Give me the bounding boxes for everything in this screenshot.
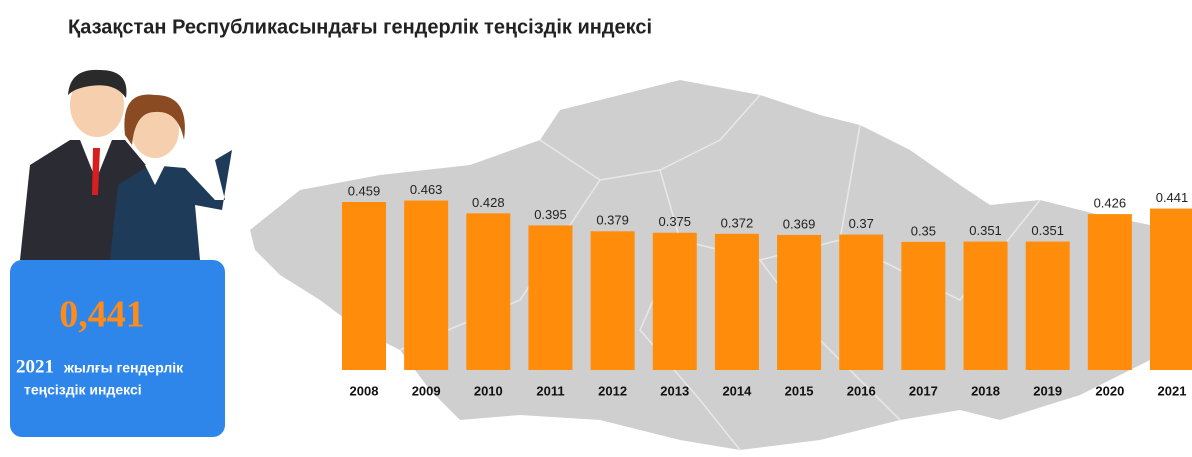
x-tick-label: 2020 — [1095, 383, 1124, 398]
callout-value: 0,441 — [59, 294, 145, 336]
x-tick-label: 2011 — [536, 383, 564, 398]
value-label: 0.372 — [721, 215, 754, 230]
x-tick-label: 2015 — [785, 383, 814, 398]
x-tick-label: 2021 — [1158, 383, 1187, 398]
x-tick-label: 2013 — [660, 383, 689, 398]
bar — [901, 241, 946, 370]
value-label: 0.441 — [1156, 190, 1189, 205]
x-tick-label: 2008 — [350, 383, 379, 398]
bar — [342, 202, 386, 370]
x-tick-label: 2019 — [1033, 383, 1062, 398]
callout-caption: жылғы гендерлік — [63, 360, 184, 376]
value-label: 0.459 — [348, 183, 381, 198]
x-tick-label: 2012 — [598, 383, 627, 398]
value-label: 0.351 — [969, 223, 1002, 238]
value-label: 0.379 — [596, 213, 629, 228]
value-label: 0.35 — [911, 223, 936, 238]
bar — [777, 234, 822, 370]
bar — [652, 232, 697, 370]
value-label: 0.37 — [849, 216, 874, 231]
bar — [404, 200, 449, 370]
x-tick-label: 2010 — [474, 383, 503, 398]
bar — [590, 231, 635, 370]
x-tick-label: 2009 — [412, 383, 441, 398]
bar — [1150, 208, 1192, 370]
bar — [528, 225, 573, 370]
bar — [839, 234, 884, 370]
bar — [714, 233, 759, 370]
value-label: 0.375 — [658, 214, 691, 229]
value-label: 0.463 — [410, 182, 443, 197]
people-illustration — [20, 69, 232, 260]
bar — [963, 241, 1008, 370]
callout-year: 2021 — [16, 356, 54, 377]
bar — [1025, 241, 1070, 370]
x-tick-label: 2018 — [971, 383, 1000, 398]
value-label: 0.426 — [1094, 196, 1127, 211]
x-tick-label: 2017 — [909, 383, 938, 398]
bar — [1087, 214, 1132, 370]
bar — [466, 213, 511, 370]
callout-caption: теңсіздік индексі — [24, 382, 142, 398]
value-label: 0.395 — [534, 207, 567, 222]
x-tick-label: 2016 — [847, 383, 876, 398]
title: Қазақстан Республикасындағы гендерлік те… — [68, 16, 652, 38]
value-label: 0.428 — [472, 195, 505, 210]
value-label: 0.369 — [783, 216, 816, 231]
value-label: 0.351 — [1031, 223, 1064, 238]
x-tick-label: 2014 — [722, 383, 752, 398]
callout-card — [10, 260, 225, 437]
